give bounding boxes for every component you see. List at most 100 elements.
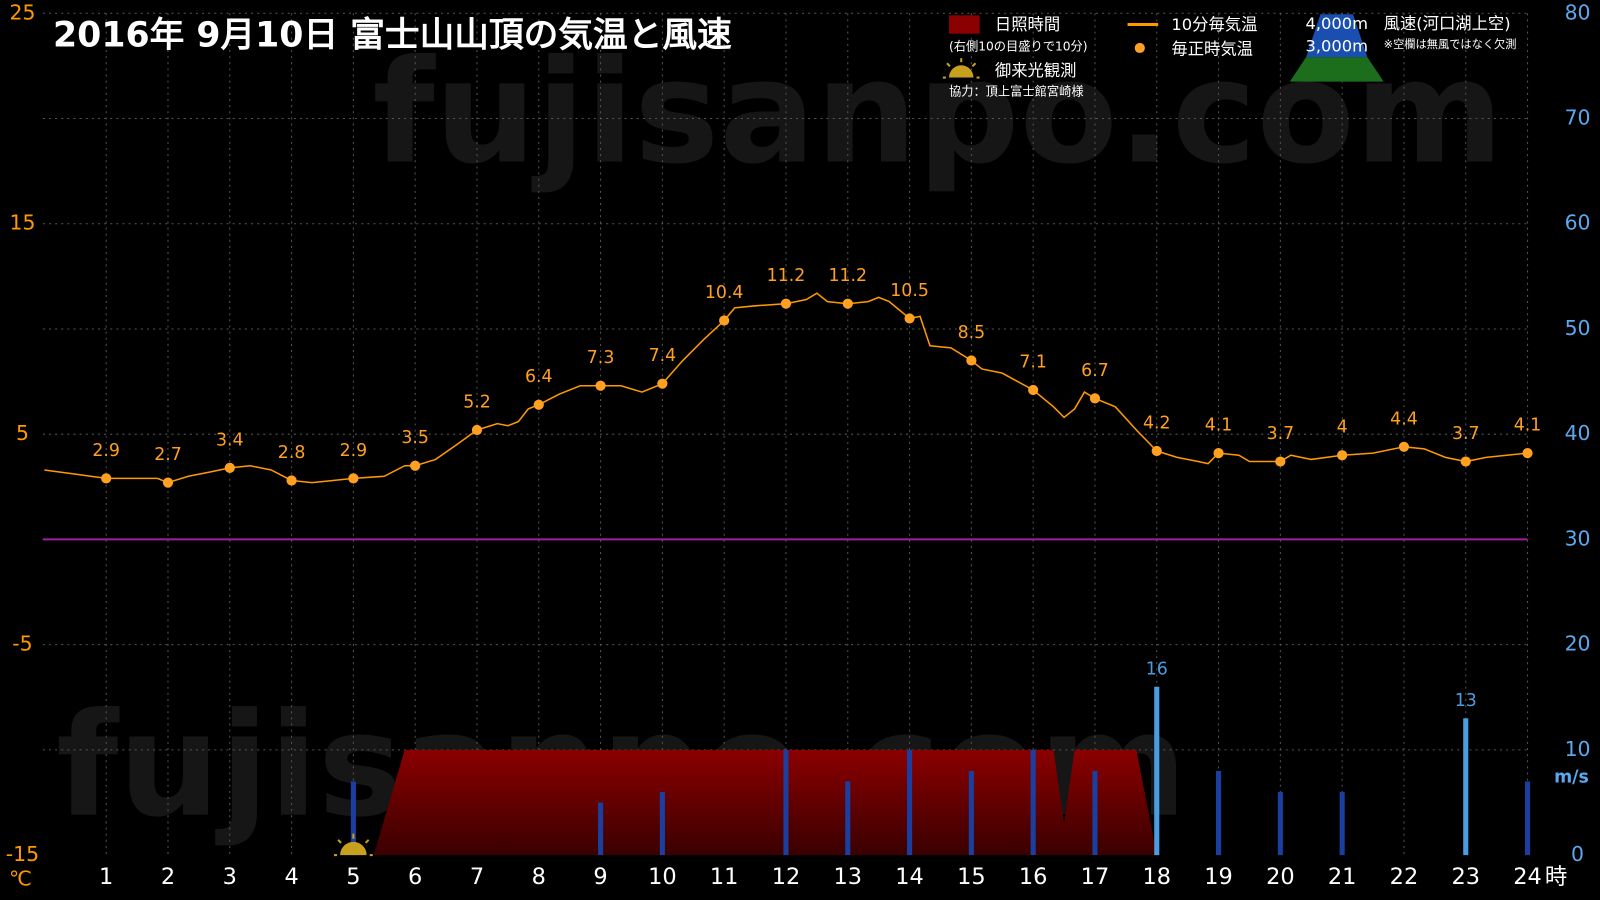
- temp-point: [780, 298, 792, 309]
- wind-bar: [907, 749, 913, 856]
- x-tick-label: 20: [1266, 864, 1295, 890]
- temp-point: [966, 355, 977, 366]
- legend-swatch: [948, 15, 980, 34]
- y-tick-label: -5: [12, 632, 32, 656]
- x-unit: 時: [1545, 864, 1567, 890]
- legend-label: 日照時間: [995, 15, 1060, 34]
- temp-point: [1398, 441, 1410, 452]
- sunshine-area: [373, 749, 1157, 856]
- x-tick-label: 3: [223, 864, 237, 890]
- x-tick-label: 2: [161, 864, 175, 890]
- x-tick-label: 11: [710, 864, 739, 890]
- temp-label: 2.8: [278, 443, 306, 463]
- y2-tick-label: 20: [1565, 632, 1591, 656]
- x-tick-label: 19: [1204, 864, 1233, 890]
- temp-point: [904, 313, 915, 324]
- temp-label: 6.7: [1081, 361, 1109, 381]
- wind-bar: [1525, 781, 1531, 856]
- temp-point: [1213, 448, 1224, 459]
- wind-bar: [350, 781, 356, 856]
- sun: [340, 841, 367, 856]
- temp-label: 5.2: [463, 392, 491, 412]
- temp-label: 10.5: [890, 281, 929, 301]
- wind-label: 13: [1455, 691, 1477, 711]
- temp-point: [1151, 445, 1162, 457]
- x-tick-label: 10: [648, 864, 677, 890]
- temp-point: [348, 473, 359, 484]
- temp-point: [1522, 448, 1533, 459]
- temp-point: [595, 380, 606, 391]
- x-tick-label: 12: [772, 864, 801, 890]
- wind-bar: [1216, 770, 1222, 856]
- wind-bar: [659, 791, 665, 856]
- y2-tick-label: 60: [1565, 211, 1591, 235]
- sun-icon: [942, 58, 980, 79]
- legend-label: 風速(河口湖上空): [1384, 14, 1511, 33]
- temp-point: [1337, 450, 1348, 461]
- x-tick-label: 15: [957, 864, 986, 890]
- temp-label: 3.5: [401, 428, 429, 448]
- chart-title: 2016年 9月10日 富士山山頂の気温と風速: [53, 15, 732, 56]
- legend-note: ※空欄は無風ではなく欠測: [1384, 37, 1517, 51]
- sunrise-marker: [333, 833, 373, 857]
- y2-tick-label: 10: [1565, 737, 1591, 761]
- x-tick-label: 24: [1513, 864, 1542, 890]
- temp-label: 2.7: [154, 445, 182, 465]
- y2-tick-label: 0: [1571, 842, 1584, 866]
- y2-tick-label: 80: [1565, 0, 1591, 24]
- x-tick-label: 6: [408, 864, 422, 890]
- temp-label: 11.2: [828, 266, 867, 286]
- wind-label: 16: [1146, 659, 1168, 679]
- x-tick-label: 18: [1142, 864, 1171, 890]
- temp-point: [533, 399, 544, 410]
- wind-bar: [1463, 718, 1469, 856]
- x-tick-label: 9: [593, 864, 607, 890]
- wind-bar: [968, 770, 974, 856]
- x-tick-label: 22: [1390, 864, 1419, 890]
- x-tick-label: 17: [1081, 864, 1110, 890]
- temp-label: 3.7: [1267, 424, 1295, 444]
- temp-point: [286, 475, 297, 486]
- temp-point: [842, 298, 853, 309]
- temp-point: [1089, 393, 1101, 404]
- temp-label: 4.2: [1143, 413, 1171, 433]
- x-tick-label: 23: [1451, 864, 1480, 890]
- wind-bar: [598, 802, 604, 856]
- temp-label: 2.9: [340, 441, 368, 461]
- sun-ray: [364, 839, 370, 844]
- y-unit: ℃: [9, 867, 32, 891]
- wind-bar: [1154, 686, 1160, 856]
- wind-bar: [1030, 749, 1036, 856]
- temp-label: 7.1: [1019, 352, 1047, 372]
- y2-tick-label: 40: [1565, 421, 1591, 445]
- wind-bar: [1277, 791, 1283, 856]
- temp-label: 4: [1337, 418, 1348, 438]
- wind-bar: [1092, 770, 1098, 856]
- y-tick-label: 5: [16, 421, 29, 445]
- mountain-icon: [1306, 14, 1368, 58]
- y2-tick-label: 70: [1565, 105, 1591, 129]
- y2-tick-label: 30: [1565, 526, 1591, 550]
- x-tick-label: 14: [895, 864, 924, 890]
- x-tick-label: 16: [1019, 864, 1048, 890]
- temp-point: [162, 477, 174, 488]
- wind-bar: [1339, 791, 1345, 856]
- y-tick-label: 15: [9, 211, 35, 235]
- temp-label: 11.2: [767, 266, 806, 286]
- temp-point: [224, 462, 235, 473]
- temp-point: [101, 473, 112, 484]
- legend-label: 御来光観測: [995, 61, 1077, 80]
- temp-label: 6.4: [525, 367, 553, 387]
- temp-label: 3.4: [216, 430, 244, 450]
- y-tick-label: -15: [6, 842, 39, 866]
- mountain-icon: [1289, 57, 1384, 82]
- legend-swatch: [1134, 42, 1145, 54]
- altitude-label: 4,000m: [1305, 14, 1368, 33]
- y2-unit: m/s: [1554, 768, 1589, 788]
- x-tick-label: 5: [346, 864, 360, 890]
- temp-label: 3.7: [1452, 424, 1480, 444]
- temp-point: [1028, 384, 1039, 396]
